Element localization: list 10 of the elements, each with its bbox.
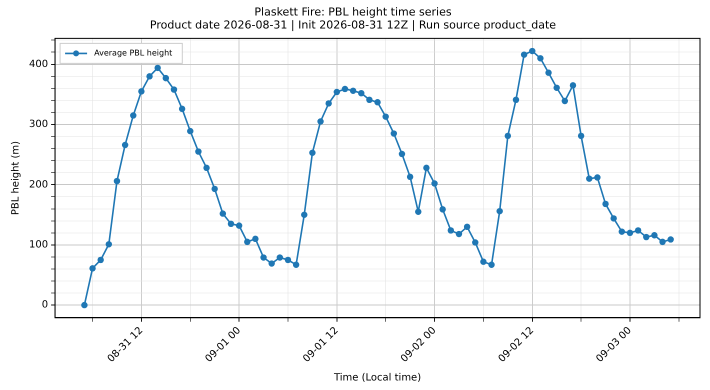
- y-tick-label: 400: [28, 58, 48, 70]
- y-tick-label: 300: [28, 119, 48, 130]
- y-axis-title: PBL height (m): [10, 140, 22, 216]
- chart-subtitle: Product date 2026-08-31 | Init 2026-08-31 12Z | Run source product_date: [150, 18, 556, 32]
- y-tick-label: 100: [28, 239, 48, 250]
- chart-title: Plaskett Fire: PBL height time series: [254, 5, 452, 18]
- y-tick-label: 0: [42, 300, 48, 311]
- y-tick-label: 200: [28, 179, 48, 190]
- x-axis-title: Time (Local time): [332, 372, 422, 384]
- legend-label: Average PBL height: [94, 48, 172, 58]
